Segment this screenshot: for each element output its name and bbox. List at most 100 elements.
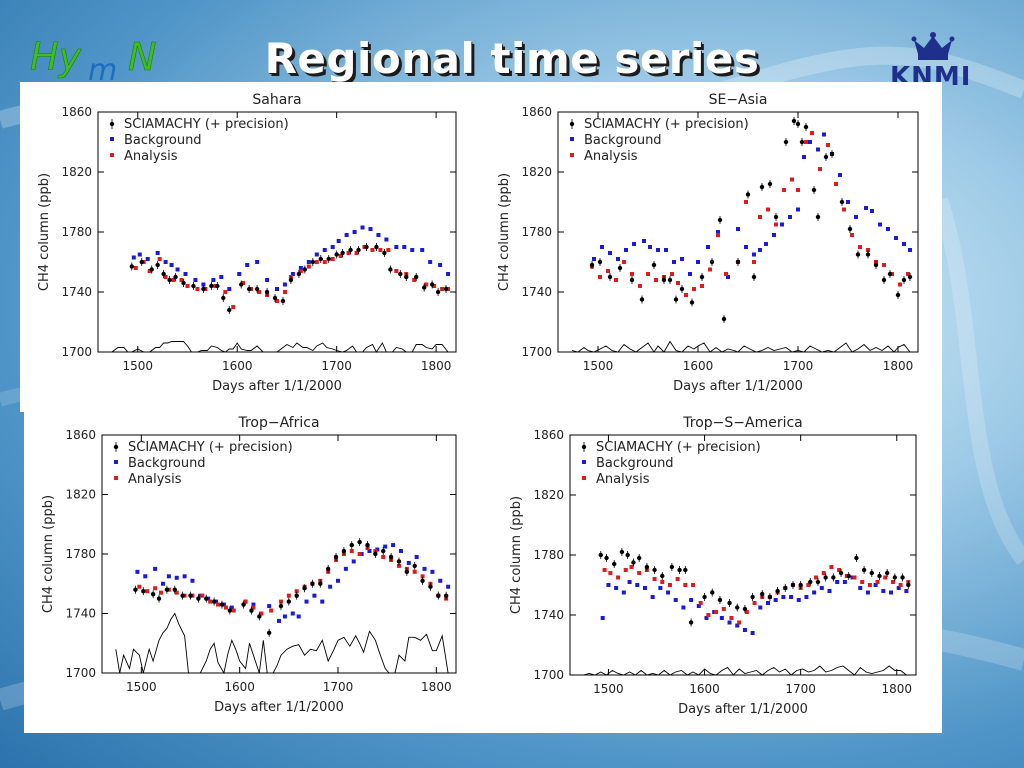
analysis-point [322,260,327,264]
background-point [430,569,435,574]
observation-count-line [115,612,449,675]
sciamachy-point [617,265,623,271]
background-point [681,605,686,610]
analysis-point [714,610,719,614]
background-point [672,260,676,264]
sciamachy-point [382,250,387,256]
background-point [383,544,388,549]
sciamachy-point [884,570,890,576]
analysis-point [758,215,762,219]
legend-analysis-marker [570,153,574,157]
legend-background-marker [110,137,114,141]
y-tick-label: 1860 [521,105,552,119]
y-tick-label: 1780 [65,547,96,561]
background-point [808,140,812,144]
sciamachy-point [702,594,707,600]
legend-sciamachy-marker [581,444,587,450]
svg-text:N: N [128,35,156,79]
background-point [143,574,148,579]
x-axis-label: Days after 1/1/2000 [214,700,344,715]
sciamachy-point [907,274,913,280]
background-point [600,616,605,620]
y-axis-label: CH4 column (ppb) [509,496,524,614]
sciamachy-point [280,298,286,304]
sciamachy-point [215,283,220,289]
background-point [306,260,311,264]
background-point [781,595,786,599]
sciamachy-point [783,139,789,145]
analysis-point [804,140,808,144]
analysis-point [381,554,386,559]
x-tick-label: 1800 [421,359,452,373]
background-point [275,287,279,291]
analysis-point [814,575,819,580]
background-point [758,605,763,610]
analysis-point [231,305,236,309]
sciamachy-point [901,277,907,283]
analysis-point [729,616,734,620]
analysis-point [898,583,903,587]
sciamachy-point [340,250,345,256]
legend-sciamachy-label: SCIAMACHY (+ precision) [596,440,761,455]
analysis-point [684,293,688,297]
analysis-point [614,278,618,282]
sciamachy-point [644,564,650,570]
analysis-point [440,287,445,291]
background-point [904,589,909,593]
y-tick-label: 1860 [65,428,96,442]
background-point [842,580,847,584]
sciamachy-point [625,552,630,558]
background-point [656,248,660,252]
sciamachy-point [699,274,705,280]
sciamachy-point [404,274,409,280]
analysis-point [810,131,814,135]
analysis-point [637,571,642,575]
background-point [827,589,832,593]
chart-trop-s-america: Trop−S−America 1500 1600 1700 1800 1700 1740 17… [509,415,917,717]
analysis-point [223,605,228,610]
background-point [229,605,234,610]
x-tick-label: 1500 [123,359,154,373]
background-point [446,272,451,276]
analysis-point [629,565,634,569]
background-point [819,586,824,590]
sciamachy-point [688,620,694,625]
background-point [696,260,700,264]
analysis-point [354,251,359,255]
background-point [344,233,349,237]
analysis-point [386,248,391,252]
analysis-point [716,233,720,237]
sciamachy-point [129,264,135,269]
legend-sciamachy-marker [569,121,575,127]
background-point [282,282,287,287]
analysis-point [412,569,417,574]
background-point [635,583,640,587]
sciamachy-point [414,274,419,280]
sciamachy-point [803,124,809,130]
sciamachy-point [227,608,233,613]
analysis-point [147,269,152,273]
sciamachy-point [607,274,613,280]
background-point [696,604,701,608]
sciamachy-point [759,184,765,190]
sciamachy-point [631,560,636,565]
background-point [163,260,168,264]
background-point [227,287,232,291]
sciamachy-point [325,566,331,572]
analysis-point [298,269,303,273]
x-tick-label: 1800 [882,682,913,696]
sciamachy-point [133,587,138,592]
sciamachy-point [861,567,867,573]
background-point [616,257,620,261]
analysis-point [357,552,362,556]
sciamachy-point [881,277,887,283]
sciamachy-point [219,602,225,607]
legend-sciamachy-label: SCIAMACHY (+ precision) [124,117,289,132]
sciamachy-point [429,282,435,287]
y-tick-label: 1740 [61,285,92,299]
background-point [896,586,901,590]
sciamachy-point [181,280,186,286]
legend-analysis-marker [582,476,586,480]
sciamachy-point [156,596,162,601]
analysis-point [251,605,256,610]
